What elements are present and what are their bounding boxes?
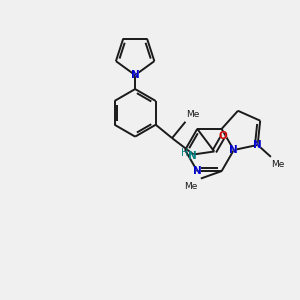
Text: Me: Me xyxy=(184,182,198,191)
Text: N: N xyxy=(193,166,202,176)
Text: N: N xyxy=(131,70,140,80)
Text: Me: Me xyxy=(272,160,285,169)
Text: Me: Me xyxy=(186,110,200,119)
Text: N: N xyxy=(253,140,262,150)
Text: H: H xyxy=(182,148,189,158)
Text: O: O xyxy=(219,131,228,141)
Text: N: N xyxy=(230,145,238,155)
Text: N: N xyxy=(188,151,196,161)
Text: O: O xyxy=(219,131,228,141)
Text: N: N xyxy=(230,145,238,155)
Text: N: N xyxy=(253,140,262,150)
Text: N: N xyxy=(193,166,202,176)
Text: N: N xyxy=(131,70,140,80)
